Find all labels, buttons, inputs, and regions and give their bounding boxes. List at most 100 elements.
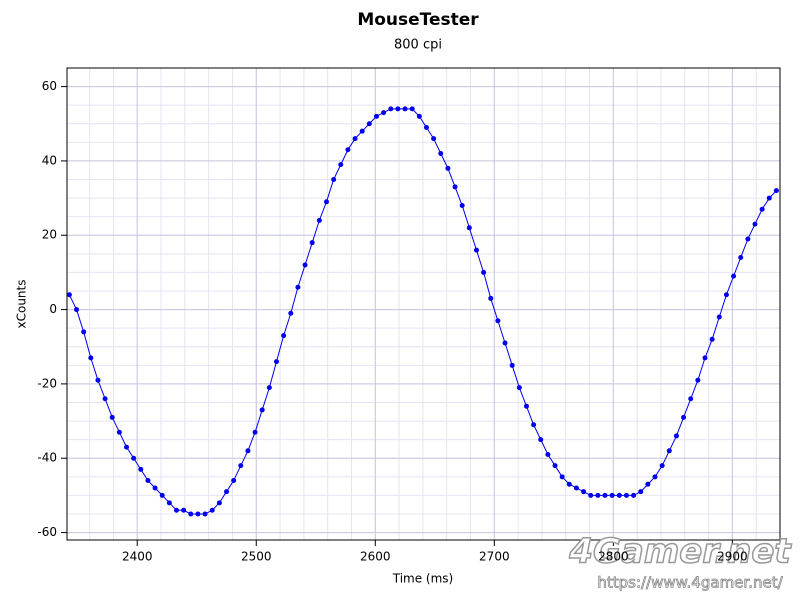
data-point	[509, 362, 515, 368]
data-point	[259, 407, 265, 413]
data-point	[716, 314, 722, 320]
data-point	[416, 113, 422, 119]
data-point	[516, 385, 522, 391]
data-point	[124, 444, 130, 450]
y-tick-label: 20	[42, 228, 57, 242]
data-point	[174, 507, 180, 513]
data-point	[166, 500, 172, 506]
data-point	[502, 340, 508, 346]
data-point	[638, 489, 644, 495]
data-point	[588, 492, 594, 498]
data-point	[224, 489, 230, 495]
data-point	[652, 474, 658, 480]
data-point	[309, 240, 315, 246]
data-point	[488, 295, 494, 301]
y-axis-label: xCounts	[15, 280, 29, 329]
data-point	[752, 221, 758, 227]
y-tick-label: 0	[49, 302, 57, 316]
data-point	[273, 359, 279, 365]
data-point	[302, 262, 308, 268]
data-point	[159, 492, 165, 498]
data-point	[773, 188, 779, 194]
data-point	[595, 492, 601, 498]
data-point	[688, 396, 694, 402]
data-point	[723, 292, 729, 298]
data-point	[409, 106, 415, 112]
data-point	[338, 162, 344, 168]
data-point	[659, 463, 665, 469]
data-point	[695, 377, 701, 383]
data-point	[323, 199, 329, 205]
data-point	[673, 433, 679, 439]
data-point	[109, 414, 115, 420]
x-tick-label: 2900	[717, 550, 748, 564]
data-point	[74, 307, 80, 313]
data-point	[231, 478, 237, 484]
data-point	[466, 225, 472, 231]
y-tick-label: -60	[37, 525, 57, 539]
data-point	[702, 355, 708, 361]
data-point	[138, 466, 144, 472]
data-point	[645, 481, 651, 487]
y-tick-label: -40	[37, 451, 57, 465]
data-point	[402, 106, 408, 112]
data-point	[295, 284, 301, 290]
data-point	[395, 106, 401, 112]
data-point	[681, 414, 687, 420]
data-point	[616, 492, 622, 498]
data-point	[552, 463, 558, 469]
data-point	[423, 124, 429, 130]
data-point	[181, 507, 187, 513]
plot-area	[61, 67, 781, 546]
data-point	[623, 492, 629, 498]
chart-subtitle: 800 cpi	[394, 38, 442, 53]
data-point	[602, 492, 608, 498]
watermark-url: https://www.4gamer.net/	[597, 574, 783, 592]
chart-title: MouseTester	[357, 10, 479, 30]
data-point	[566, 481, 572, 487]
x-tick-label: 2600	[360, 550, 391, 564]
y-tick-label: -20	[37, 376, 57, 390]
data-point	[523, 403, 529, 409]
data-point	[366, 121, 372, 127]
data-point	[245, 448, 251, 454]
data-point	[152, 485, 158, 491]
data-point	[281, 333, 287, 339]
x-tick-label: 2700	[479, 550, 510, 564]
data-point	[631, 492, 637, 498]
data-point	[188, 511, 194, 517]
data-point	[145, 478, 151, 484]
data-point	[238, 463, 244, 469]
data-point	[495, 318, 501, 324]
data-point	[459, 203, 465, 209]
data-point	[473, 247, 479, 253]
data-point	[81, 329, 87, 335]
data-point	[288, 310, 294, 316]
data-line	[68, 108, 777, 515]
data-point	[581, 489, 587, 495]
watermark: 4Gamer.net	[568, 532, 792, 572]
data-point	[745, 236, 751, 242]
data-point	[666, 448, 672, 454]
data-point	[431, 136, 437, 142]
data-point	[573, 485, 579, 491]
x-tick-label: 2400	[122, 550, 153, 564]
data-point	[331, 176, 337, 182]
x-tick-label: 2800	[598, 550, 629, 564]
data-point	[216, 500, 222, 506]
data-point	[531, 422, 537, 428]
data-point	[481, 269, 487, 275]
x-tick-label: 2500	[241, 550, 272, 564]
data-point	[316, 217, 322, 223]
data-point	[538, 437, 544, 443]
x-axis-label: Time (ms)	[392, 572, 454, 586]
data-point	[766, 195, 772, 201]
data-point	[738, 255, 744, 261]
data-point	[195, 511, 201, 517]
data-point	[759, 206, 765, 212]
data-point	[202, 511, 208, 517]
data-point	[252, 429, 258, 435]
data-point	[359, 128, 365, 134]
y-tick-label: 40	[42, 153, 57, 167]
